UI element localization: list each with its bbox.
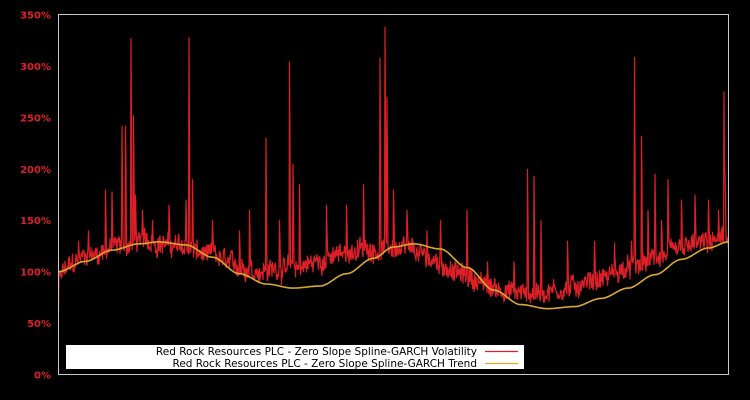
y-tick-label: 100% — [20, 268, 51, 279]
y-tick-label: 250% — [20, 113, 51, 124]
plot-frame — [58, 14, 729, 375]
trend-series-line — [58, 241, 729, 310]
y-tick-label: 150% — [20, 216, 51, 227]
y-tick-label: 300% — [20, 62, 51, 73]
y-tick-label: 50% — [27, 319, 51, 330]
legend-label-volatility: Red Rock Resources PLC - Zero Slope Spli… — [156, 346, 477, 358]
y-tick-label: 200% — [20, 165, 51, 176]
y-tick-label: 350% — [20, 11, 51, 22]
legend: Red Rock Resources PLC - Zero Slope Spli… — [66, 345, 524, 370]
y-tick-label: 0% — [34, 371, 51, 382]
legend-label-trend: Red Rock Resources PLC - Zero Slope Spli… — [173, 358, 477, 370]
y-axis-ticks: 0% 50% 100% 150% 200% 250% 300% 350% — [20, 11, 51, 382]
plot-area — [57, 26, 730, 313]
legend-box — [66, 345, 524, 369]
